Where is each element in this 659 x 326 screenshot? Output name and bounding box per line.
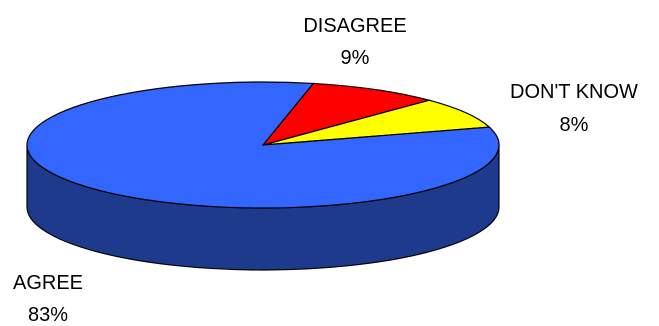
pie-slice-don-t-know <box>262 99 491 146</box>
label-dontknow-name: DON'T KNOW <box>510 81 638 103</box>
label-agree-value: 83% <box>28 304 68 326</box>
label-agree-name: AGREE <box>13 272 83 294</box>
pie-top <box>26 81 500 209</box>
label-disagree-name: DISAGREE <box>303 15 406 37</box>
pie-slice-disagree <box>261 82 432 147</box>
label-dontknow-value: 8% <box>560 114 589 136</box>
pie-slice-agree <box>26 81 500 209</box>
label-disagree-value: 9% <box>341 47 370 69</box>
